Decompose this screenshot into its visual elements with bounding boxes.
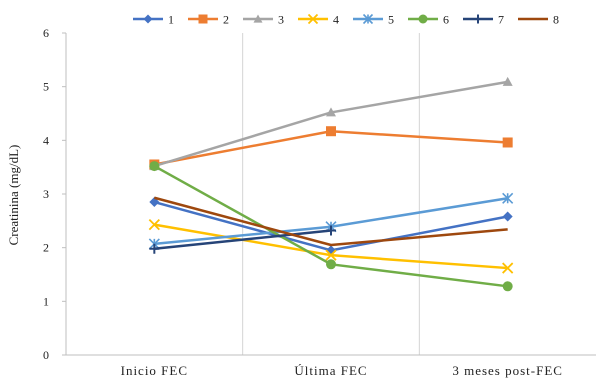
- legend-item-8: 8: [518, 13, 559, 27]
- legend-label: 8: [553, 13, 559, 27]
- data-point: [198, 14, 208, 24]
- grid: [242, 33, 420, 355]
- data-point: [326, 107, 336, 117]
- data-point: [326, 225, 336, 236]
- data-point: [418, 14, 428, 24]
- series-4: [148, 218, 514, 274]
- data-point: [502, 281, 513, 292]
- series-7: [149, 225, 336, 254]
- data-point: [143, 14, 153, 24]
- y-tick-label: 3: [43, 187, 49, 201]
- data-point: [502, 262, 514, 274]
- data-point: [149, 161, 160, 172]
- legend-label: 4: [333, 13, 339, 27]
- legend-label: 2: [223, 13, 229, 27]
- series-group: [148, 76, 514, 292]
- y-tick-label: 5: [43, 80, 49, 94]
- y-axis-label: Creatinina (mg/dL): [6, 145, 21, 246]
- data-point: [148, 218, 160, 231]
- series-6: [149, 161, 513, 292]
- legend-item-4: 4: [298, 13, 339, 27]
- data-point: [149, 243, 160, 254]
- series-line: [154, 197, 508, 246]
- data-point: [325, 249, 337, 261]
- y-tick-label: 1: [43, 294, 49, 308]
- legend-label: 3: [278, 13, 284, 27]
- series-5: [148, 192, 514, 250]
- data-point: [307, 13, 319, 25]
- legend-item-2: 2: [188, 13, 229, 27]
- y-tick-label: 0: [43, 348, 49, 362]
- data-point: [502, 76, 513, 86]
- legend-item-3: 3: [243, 13, 284, 27]
- series-line: [154, 196, 508, 247]
- series-line: [154, 229, 332, 250]
- data-point: [362, 13, 374, 25]
- series-8: [154, 196, 508, 247]
- legend-item-7: 7: [463, 13, 504, 27]
- legend-label: 5: [388, 13, 394, 27]
- y-tick-label: 4: [43, 133, 49, 147]
- y-tick-label: 6: [43, 26, 49, 40]
- data-point: [502, 211, 513, 222]
- legend-item-6: 6: [408, 13, 449, 27]
- x-tick-label: Última FEC: [294, 363, 367, 378]
- x-tick-label: Inicio FEC: [121, 363, 188, 378]
- y-tick-label: 2: [43, 241, 49, 255]
- legend-label: 6: [443, 13, 449, 27]
- series-2: [149, 126, 513, 170]
- data-point: [326, 126, 336, 137]
- legend-item-5: 5: [353, 13, 394, 27]
- legend-item-1: 1: [133, 13, 174, 27]
- legend-label: 1: [168, 13, 174, 27]
- data-point: [502, 192, 514, 204]
- data-point: [253, 14, 263, 23]
- legend-label: 7: [498, 13, 504, 27]
- data-point: [502, 137, 513, 148]
- x-tick-label: 3 meses post-FEC: [452, 363, 563, 378]
- legend: 1 2 3 4 5 6 7 8: [133, 13, 559, 27]
- data-point: [473, 14, 483, 24]
- data-point: [326, 259, 336, 270]
- axes: 0 1 2 3 4 5 6 Inicio FEC Última FEC 3 meses post-…: [43, 26, 596, 378]
